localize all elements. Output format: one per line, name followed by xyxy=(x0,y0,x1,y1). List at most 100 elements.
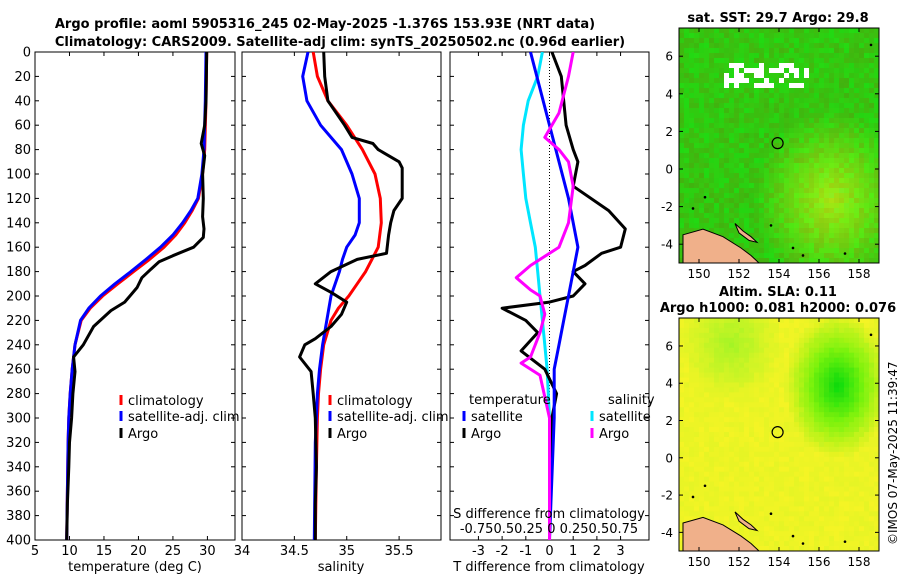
heatmap-cell xyxy=(779,476,785,482)
heatmap-cell xyxy=(859,223,865,229)
heatmap-cell xyxy=(759,148,765,154)
heatmap-cell xyxy=(859,163,865,169)
heatmap-cell xyxy=(699,58,705,64)
heatmap-cell xyxy=(819,392,825,398)
heatmap-cell xyxy=(724,193,730,199)
heatmap-cell xyxy=(799,83,805,89)
heatmap-cell xyxy=(829,446,835,453)
heatmap-cell xyxy=(724,223,730,229)
heatmap-cell xyxy=(834,486,840,492)
heatmap-cell xyxy=(759,228,765,234)
heatmap-cell xyxy=(739,218,745,224)
heatmap-cell xyxy=(814,108,820,114)
heatmap-cell xyxy=(749,456,755,463)
heatmap-cell xyxy=(874,168,879,174)
heatmap-cell xyxy=(709,98,715,104)
heatmap-cell xyxy=(829,501,835,507)
heatmap-cell xyxy=(844,486,850,492)
heatmap-cell xyxy=(724,148,730,154)
heatmap-cell xyxy=(774,362,780,368)
heatmap-cell xyxy=(824,427,830,433)
heatmap-cell xyxy=(699,441,705,448)
heatmap-cell xyxy=(829,153,835,159)
heatmap-cell xyxy=(784,427,790,433)
heatmap-cell xyxy=(789,43,795,49)
heatmap-cell xyxy=(734,88,740,94)
heatmap-cell xyxy=(829,471,835,478)
heatmap-cell xyxy=(679,446,685,453)
heatmap-cell xyxy=(854,83,860,89)
heatmap-cell xyxy=(819,78,825,84)
heatmap-cell xyxy=(819,53,825,59)
heatmap-cell xyxy=(814,367,820,373)
heatmap-cell xyxy=(819,357,825,364)
heatmap-cell xyxy=(694,188,700,194)
heatmap-cell xyxy=(764,213,770,219)
heatmap-cell xyxy=(814,233,820,239)
heatmap-cell xyxy=(854,546,860,551)
heatmap-cell xyxy=(689,382,695,388)
heatmap-cell xyxy=(694,48,700,54)
heatmap-cell xyxy=(784,248,790,254)
y-tick-label: 40 xyxy=(14,94,31,109)
heatmap-cell xyxy=(739,188,745,194)
heatmap-cell xyxy=(714,183,720,189)
heatmap-cell xyxy=(804,446,810,453)
heatmap-cell xyxy=(749,521,755,527)
heatmap-cell xyxy=(754,332,760,339)
heatmap-cell xyxy=(794,501,800,507)
heatmap-cell xyxy=(779,546,785,551)
heatmap-cell xyxy=(849,456,855,463)
heatmap-cell xyxy=(804,128,810,134)
heatmap-cell xyxy=(739,382,745,388)
heatmap-cell xyxy=(829,108,835,114)
heatmap-cell xyxy=(824,248,830,254)
heatmap-cell xyxy=(729,73,735,79)
heatmap-cell xyxy=(794,506,800,512)
heatmap-cell xyxy=(834,501,840,507)
heatmap-cell xyxy=(809,516,815,522)
heatmap-cell xyxy=(824,53,830,59)
heatmap-cell xyxy=(829,327,835,334)
heatmap-cell xyxy=(709,228,715,234)
heatmap-cell xyxy=(829,531,835,537)
heatmap-cell xyxy=(784,243,790,249)
heatmap-cell xyxy=(859,412,865,418)
heatmap-cell xyxy=(694,427,700,433)
heatmap-cell xyxy=(789,496,795,502)
heatmap-cell xyxy=(869,422,875,428)
heatmap-cell xyxy=(784,541,790,547)
heatmap-cell xyxy=(824,441,830,448)
heatmap-cell xyxy=(794,123,800,129)
heatmap-cell xyxy=(699,332,705,339)
heatmap-cell xyxy=(759,78,765,84)
heatmap-cell xyxy=(709,318,715,324)
heatmap-cell xyxy=(729,148,735,154)
heatmap-cell xyxy=(789,342,795,349)
heatmap-cell xyxy=(704,213,710,219)
heatmap-cell xyxy=(744,501,750,507)
heatmap-cell xyxy=(739,108,745,114)
heatmap-cell xyxy=(719,178,725,184)
heatmap-cell xyxy=(774,476,780,482)
heatmap-cell xyxy=(684,33,690,39)
heatmap-cell xyxy=(844,347,850,354)
heatmap-cell xyxy=(819,128,825,134)
heatmap-cell xyxy=(689,123,695,129)
heatmap-cell xyxy=(739,28,745,34)
heatmap-cell xyxy=(734,461,740,468)
heatmap-cell xyxy=(844,63,850,69)
y-tick-label: 280 xyxy=(6,387,31,402)
heatmap-cell xyxy=(729,173,735,179)
heatmap-cell xyxy=(714,58,720,64)
heatmap-cell xyxy=(844,203,850,209)
heatmap-cell xyxy=(764,402,770,408)
heatmap-cell xyxy=(714,38,720,44)
heatmap-cell xyxy=(824,407,830,413)
heatmap-cell xyxy=(694,481,700,487)
heatmap-cell xyxy=(799,213,805,219)
heatmap-cell xyxy=(809,33,815,39)
heatmap-cell xyxy=(844,496,850,502)
heatmap-cell xyxy=(709,218,715,224)
heatmap-cell xyxy=(694,73,700,79)
